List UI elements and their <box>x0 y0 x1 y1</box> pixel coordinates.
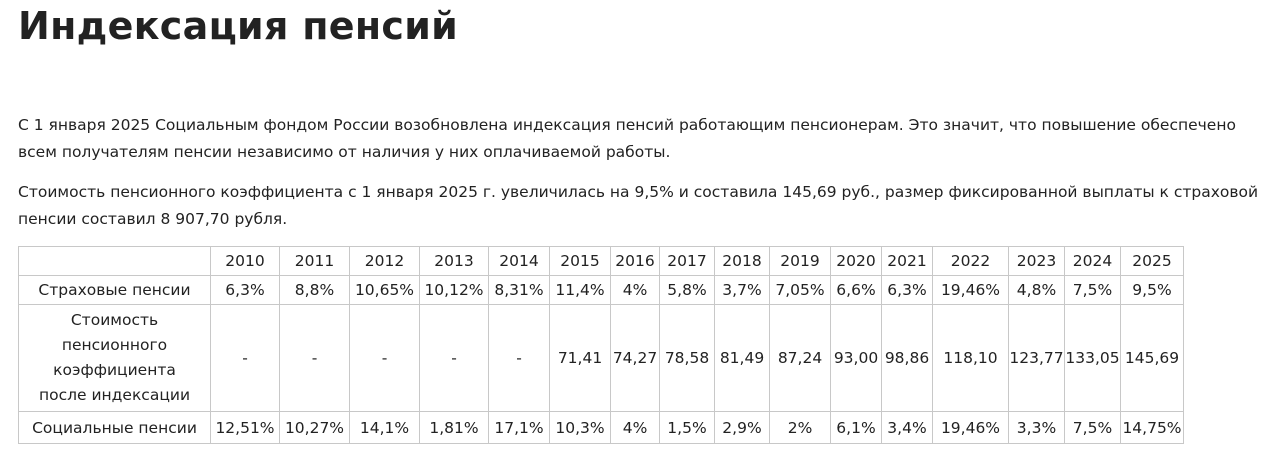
year-header-cell: 2013 <box>419 246 489 276</box>
table-cell: 98,86 <box>881 304 933 412</box>
year-header-cell: 2012 <box>349 246 420 276</box>
table-cell: 8,31% <box>488 275 550 305</box>
table-cell: 133,05 <box>1064 304 1121 412</box>
table-cell: - <box>210 304 280 412</box>
intro-paragraph: С 1 января 2025 Социальным фондом России… <box>18 116 1236 161</box>
table-cell: 10,12% <box>419 275 489 305</box>
page-title: Индексация пенсий <box>18 4 459 48</box>
year-header-cell: 2021 <box>881 246 933 276</box>
table-cell: - <box>349 304 420 412</box>
table-cell: 123,77 <box>1008 304 1065 412</box>
year-header-cell: 2011 <box>279 246 350 276</box>
table-cell: 4% <box>610 275 660 305</box>
table-cell: 3,3% <box>1008 411 1065 444</box>
table-cell: 87,24 <box>769 304 831 412</box>
table-cell: - <box>279 304 350 412</box>
table-cell: 19,46% <box>932 275 1009 305</box>
table-cell: - <box>488 304 550 412</box>
table-cell: 7,5% <box>1064 411 1121 444</box>
table-cell: 9,5% <box>1120 275 1184 305</box>
year-header-cell: 2017 <box>659 246 715 276</box>
table-cell: 4% <box>610 411 660 444</box>
table-cell: 78,58 <box>659 304 715 412</box>
table-cell: 19,46% <box>932 411 1009 444</box>
year-header-cell: 2016 <box>610 246 660 276</box>
year-header-cell: 2010 <box>210 246 280 276</box>
year-header-cell: 2024 <box>1064 246 1121 276</box>
table-corner-cell <box>18 246 211 276</box>
table-cell: 3,4% <box>881 411 933 444</box>
coefficient-paragraph: Стоимость пенсионного коэффициента с 1 я… <box>18 183 1259 228</box>
table-row-insurance-pensions: Страховые пенсии 6,3% 8,8% 10,65% 10,12%… <box>18 275 1184 305</box>
table-cell: 17,1% <box>488 411 550 444</box>
table-cell: 145,69 <box>1120 304 1184 412</box>
year-header-cell: 2022 <box>932 246 1009 276</box>
table-cell: 71,41 <box>549 304 611 412</box>
table-cell: 4,8% <box>1008 275 1065 305</box>
table-cell: 6,3% <box>210 275 280 305</box>
table-cell: 11,4% <box>549 275 611 305</box>
indexation-table: 2010 2011 2012 2013 2014 2015 2016 2017 … <box>18 246 1184 444</box>
table-cell: 1,5% <box>659 411 715 444</box>
table-cell: - <box>419 304 489 412</box>
row-label: Стоимость пенсионного коэффициента после… <box>18 304 211 412</box>
table-cell: 93,00 <box>830 304 882 412</box>
table-cell: 6,6% <box>830 275 882 305</box>
table-cell: 2% <box>769 411 831 444</box>
year-header-cell: 2020 <box>830 246 882 276</box>
table-cell: 7,05% <box>769 275 831 305</box>
table-cell: 10,27% <box>279 411 350 444</box>
table-cell: 10,65% <box>349 275 420 305</box>
year-header-cell: 2025 <box>1120 246 1184 276</box>
table-cell: 10,3% <box>549 411 611 444</box>
table-cell: 2,9% <box>714 411 770 444</box>
table-cell: 118,10 <box>932 304 1009 412</box>
table-cell: 74,27 <box>610 304 660 412</box>
table-cell: 1,81% <box>419 411 489 444</box>
year-header-cell: 2014 <box>488 246 550 276</box>
table-header-row: 2010 2011 2012 2013 2014 2015 2016 2017 … <box>18 246 1184 276</box>
table-cell: 3,7% <box>714 275 770 305</box>
table-row-social-pensions: Социальные пенсии 12,51% 10,27% 14,1% 1,… <box>18 411 1184 444</box>
table-cell: 14,1% <box>349 411 420 444</box>
table-cell: 7,5% <box>1064 275 1121 305</box>
table-cell: 81,49 <box>714 304 770 412</box>
table-cell: 12,51% <box>210 411 280 444</box>
table-cell: 5,8% <box>659 275 715 305</box>
table-cell: 8,8% <box>279 275 350 305</box>
year-header-cell: 2023 <box>1008 246 1065 276</box>
row-label: Социальные пенсии <box>18 411 211 444</box>
table-cell: 6,1% <box>830 411 882 444</box>
year-header-cell: 2015 <box>549 246 611 276</box>
year-header-cell: 2018 <box>714 246 770 276</box>
table-cell: 6,3% <box>881 275 933 305</box>
table-cell: 14,75% <box>1120 411 1184 444</box>
row-label: Страховые пенсии <box>18 275 211 305</box>
table-row-pension-coefficient: Стоимость пенсионного коэффициента после… <box>18 304 1184 412</box>
year-header-cell: 2019 <box>769 246 831 276</box>
